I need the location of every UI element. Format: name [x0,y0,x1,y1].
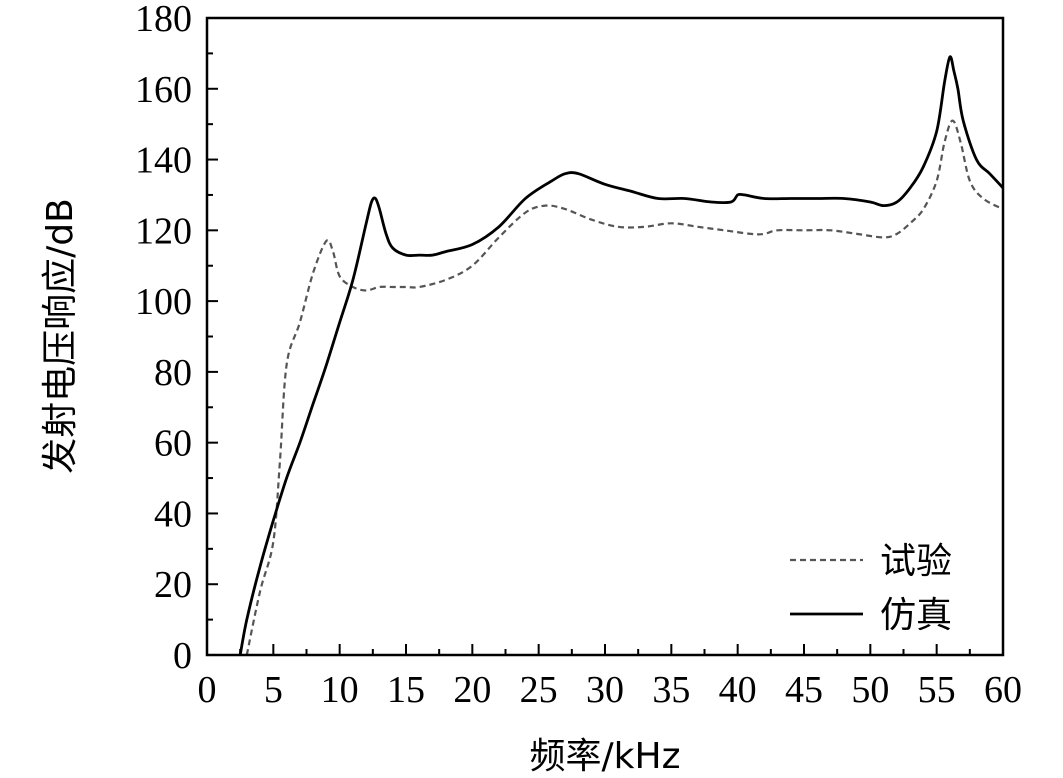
y-tick-label: 20 [154,564,192,606]
x-tick-label: 10 [321,669,359,711]
y-tick-label: 120 [135,210,192,252]
x-ticks: 0 5 10 15 20 25 30 35 40 45 50 55 60 [198,644,1022,711]
x-tick-label: 55 [918,669,956,711]
y-tick-label: 40 [154,493,192,535]
x-tick-label: 35 [652,669,690,711]
y-tick-label: 140 [135,140,192,182]
x-axis-title: 频率/kHz [530,736,681,777]
x-tick-label: 25 [520,669,558,711]
y-tick-label: 0 [173,635,192,677]
y-axis-title: 发射电压响应/dB [40,198,81,474]
y-ticks: 0 20 40 60 80 100 120 140 160 180 [135,0,218,677]
y-tick-label: 60 [154,423,192,465]
x-tick-label: 60 [984,669,1022,711]
y-tick-label: 160 [135,69,192,111]
y-tick-label: 100 [135,281,192,323]
plot-lines [238,55,1005,656]
x-tick-label: 20 [453,669,491,711]
x-tick-label: 40 [719,669,757,711]
x-tick-label: 5 [264,669,283,711]
series-line-1 [245,119,1004,656]
x-tick-label: 15 [387,669,425,711]
legend-label-1: 试验 [880,541,952,582]
y-tick-label: 180 [135,0,192,40]
series-line-2 [238,55,1005,656]
legend-label-2: 仿真 [880,595,952,636]
x-tick-label: 0 [198,669,217,711]
y-tick-label: 80 [154,352,192,394]
x-tick-label: 50 [851,669,889,711]
x-tick-label: 45 [785,669,823,711]
x-tick-label: 30 [586,669,624,711]
